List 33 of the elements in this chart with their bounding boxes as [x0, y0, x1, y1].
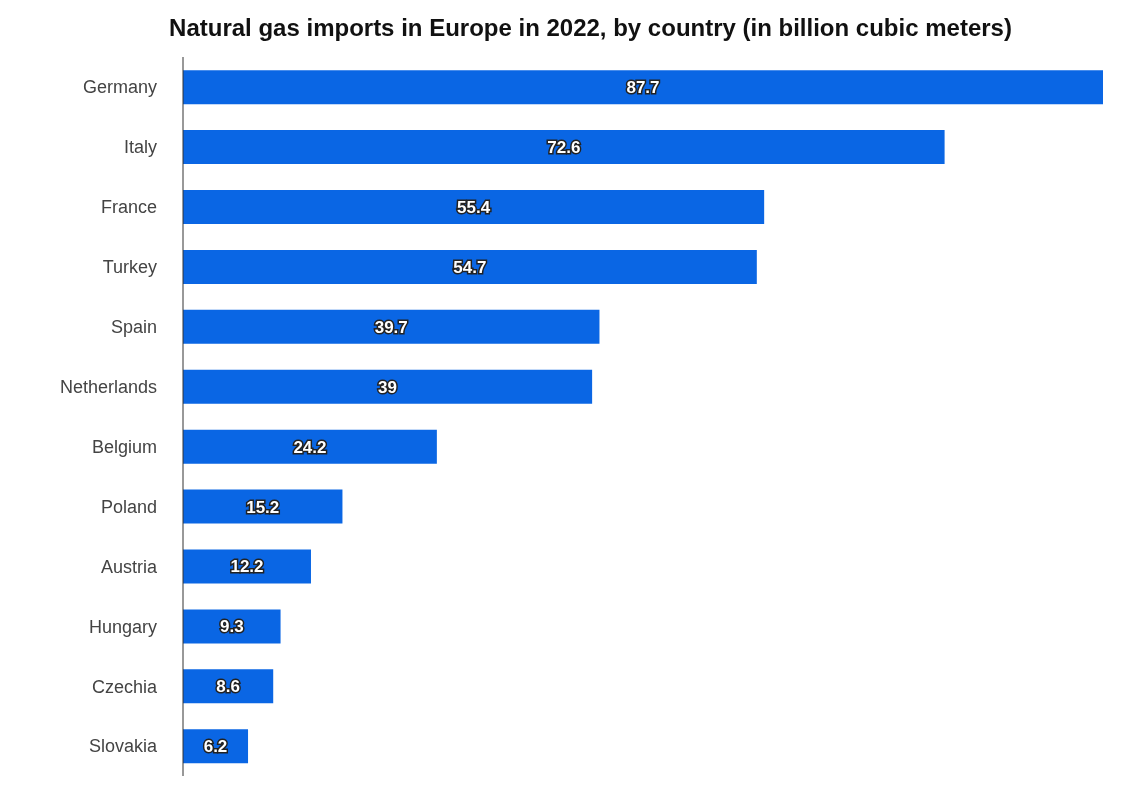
- y-tick-label: Slovakia: [88, 736, 158, 757]
- y-tick-label: Italy: [123, 137, 157, 158]
- data-label: 8.6: [216, 677, 240, 697]
- y-tick-label: Netherlands: [59, 376, 157, 397]
- data-label: 9.3: [219, 617, 244, 637]
- bar: [183, 429, 437, 464]
- y-tick-label: Belgium: [91, 436, 157, 457]
- bar: [183, 190, 765, 225]
- y-tick-label: Hungary: [88, 616, 157, 637]
- y-tick-label: Turkey: [102, 257, 157, 278]
- data-label: 54.7: [453, 257, 487, 277]
- bar: [183, 369, 593, 404]
- data-label: 55.4: [457, 197, 491, 217]
- data-label: 72.6: [547, 138, 581, 158]
- y-tick-label: Poland: [100, 496, 157, 517]
- y-tick-label: Austria: [100, 556, 158, 577]
- data-label: 12.2: [230, 557, 264, 577]
- bar: [183, 249, 757, 284]
- chart-title: Natural gas imports in Europe in 2022, by country (in billion cubic meters): [168, 13, 1013, 43]
- data-label: 39: [378, 377, 398, 397]
- y-tick-label: Germany: [82, 77, 157, 98]
- bar: [183, 130, 945, 165]
- data-label: 87.7: [626, 78, 660, 98]
- data-label: 6.2: [203, 737, 228, 757]
- data-label: 15.2: [246, 497, 280, 517]
- bar: [183, 309, 600, 344]
- data-label: 39.7: [374, 317, 408, 337]
- y-tick-label: Spain: [110, 317, 157, 338]
- bar: [183, 489, 343, 524]
- data-label: 24.2: [293, 437, 327, 457]
- y-tick-label: Czechia: [91, 676, 158, 697]
- bar: [183, 70, 1103, 105]
- y-tick-label: France: [100, 197, 157, 218]
